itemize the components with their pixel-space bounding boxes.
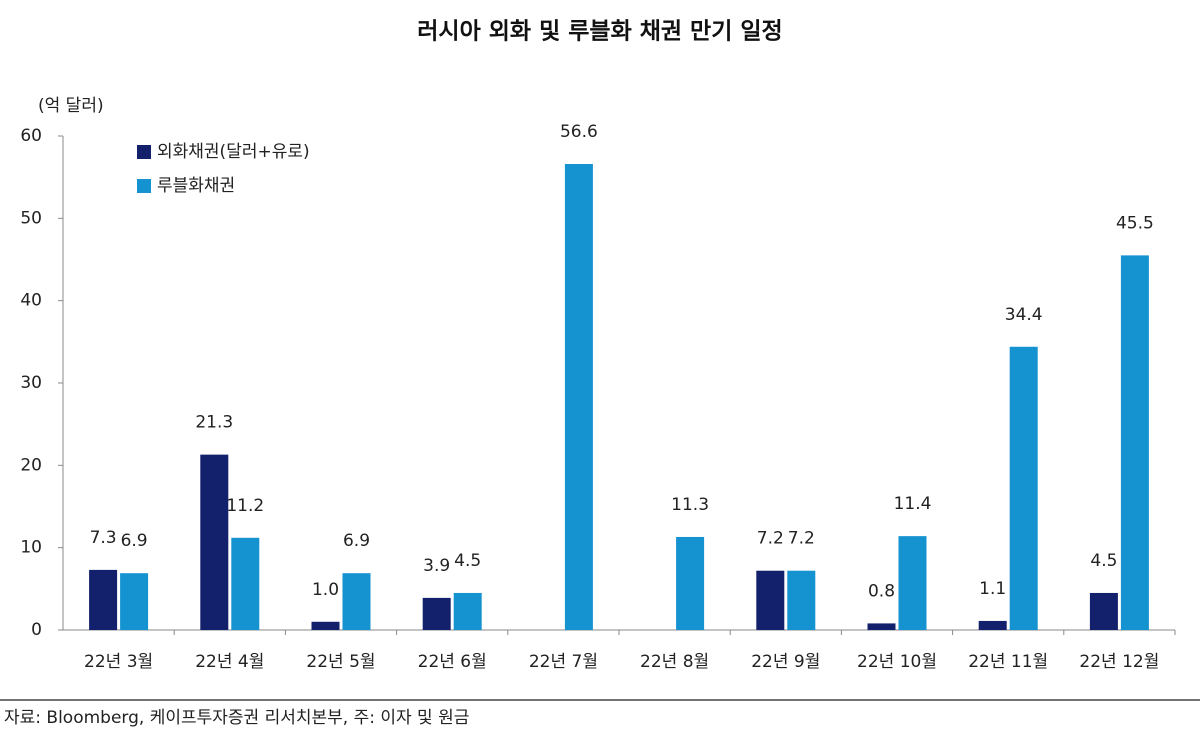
bar bbox=[756, 570, 785, 630]
data-label: 4.5 bbox=[454, 551, 481, 571]
x-tick-label: 22년 9월 bbox=[751, 652, 820, 672]
bar bbox=[89, 569, 118, 630]
legend-swatch bbox=[137, 145, 151, 159]
x-tick-label: 22년 3월 bbox=[84, 652, 153, 672]
x-tick-label: 22년 5월 bbox=[306, 652, 375, 672]
bar bbox=[311, 621, 340, 630]
bar bbox=[453, 592, 482, 630]
data-label: 1.0 bbox=[312, 580, 339, 600]
legend-label: 외화채권(달러+유로) bbox=[157, 142, 310, 162]
data-label: 7.2 bbox=[788, 529, 815, 549]
data-label: 0.8 bbox=[868, 581, 895, 601]
bar bbox=[1120, 255, 1149, 630]
data-label: 7.3 bbox=[90, 528, 117, 548]
y-tick-label: 20 bbox=[20, 455, 42, 475]
data-label: 6.9 bbox=[121, 531, 148, 551]
bar bbox=[422, 597, 451, 630]
bar bbox=[787, 570, 816, 630]
y-tick-label: 50 bbox=[20, 208, 42, 228]
x-tick-label: 22년 12월 bbox=[1079, 652, 1159, 672]
legend-label: 루블화채권 bbox=[157, 176, 235, 196]
x-tick-label: 22년 7월 bbox=[529, 652, 598, 672]
chart-title: 러시아 외화 및 루블화 채권 만기 일정 bbox=[417, 19, 782, 45]
data-label: 1.1 bbox=[979, 579, 1006, 599]
bar bbox=[978, 620, 1007, 630]
x-tick-label: 22년 6월 bbox=[418, 652, 487, 672]
bar bbox=[342, 573, 371, 630]
data-label: 11.3 bbox=[671, 495, 709, 515]
legend-swatch bbox=[137, 179, 151, 193]
y-axis-label: (억 달러) bbox=[38, 96, 104, 116]
bar bbox=[1009, 346, 1038, 630]
x-tick-label: 22년 4월 bbox=[195, 652, 264, 672]
data-label: 56.6 bbox=[560, 122, 598, 142]
y-tick-label: 0 bbox=[31, 620, 42, 640]
x-tick-label: 22년 8월 bbox=[640, 652, 709, 672]
data-label: 6.9 bbox=[343, 531, 370, 551]
source-note: 자료: Bloomberg, 케이프투자증권 리서치본부, 주: 이자 및 원금 bbox=[4, 708, 469, 728]
bar bbox=[200, 454, 229, 630]
bar bbox=[1089, 592, 1118, 630]
y-tick-label: 60 bbox=[20, 126, 42, 146]
data-label: 4.5 bbox=[1090, 551, 1117, 571]
x-tick-label: 22년 11월 bbox=[968, 652, 1048, 672]
y-tick-label: 30 bbox=[20, 373, 42, 393]
data-label: 21.3 bbox=[195, 413, 233, 433]
data-label: 3.9 bbox=[423, 556, 450, 576]
data-label: 7.2 bbox=[757, 529, 784, 549]
data-label: 45.5 bbox=[1116, 213, 1154, 233]
bar bbox=[676, 536, 705, 630]
y-tick-label: 10 bbox=[20, 538, 42, 558]
data-label: 11.2 bbox=[226, 496, 264, 516]
bar bbox=[867, 623, 896, 630]
data-label: 34.4 bbox=[1005, 305, 1043, 325]
bar bbox=[120, 573, 149, 630]
x-tick-label: 22년 10월 bbox=[857, 652, 937, 672]
bar bbox=[898, 536, 927, 630]
bar bbox=[564, 163, 593, 630]
data-label: 11.4 bbox=[894, 494, 932, 514]
y-tick-label: 40 bbox=[20, 291, 42, 311]
bar bbox=[231, 537, 260, 630]
